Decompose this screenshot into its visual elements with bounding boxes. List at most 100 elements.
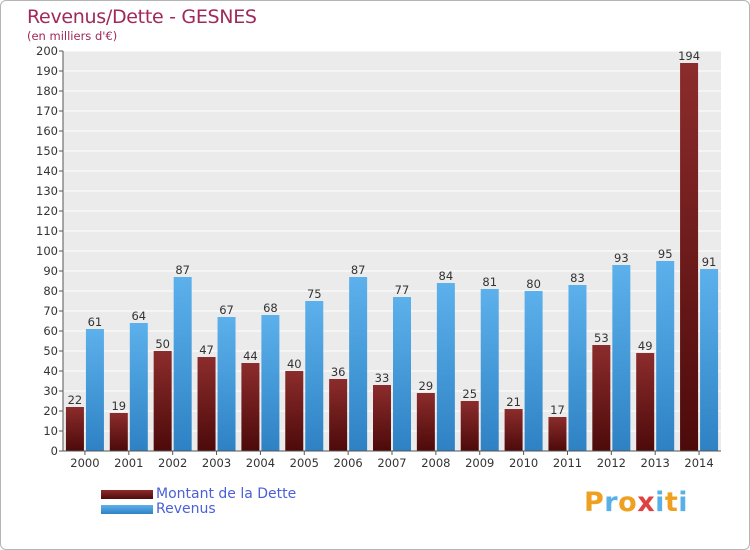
debt-bar bbox=[197, 357, 216, 451]
x-tick-label: 2003 bbox=[202, 456, 231, 470]
x-tick-label: 2004 bbox=[246, 456, 275, 470]
y-tick-label: 50 bbox=[43, 344, 58, 358]
debt-bar bbox=[548, 417, 567, 451]
data-label: 47 bbox=[199, 343, 214, 357]
data-label: 40 bbox=[287, 357, 302, 371]
legend: Montant de la Dette Revenus bbox=[101, 487, 296, 517]
revenue-bar bbox=[305, 301, 324, 451]
y-axis-ticks: 0 10 20 30 40 50 60 70 80 90 100 110 120 130 140 150 160… bbox=[36, 44, 63, 458]
gridlines bbox=[63, 50, 721, 432]
data-label: 49 bbox=[638, 339, 653, 353]
y-tick-label: 0 bbox=[51, 444, 58, 458]
y-tick-label: 20 bbox=[43, 404, 58, 418]
data-label: 19 bbox=[111, 399, 126, 413]
debt-bar bbox=[373, 385, 391, 451]
legend-swatch-revenus bbox=[101, 505, 153, 514]
debt-bar bbox=[109, 413, 128, 451]
data-label: 53 bbox=[594, 331, 609, 345]
logo-letter: i bbox=[678, 487, 689, 518]
data-label: 84 bbox=[439, 269, 454, 283]
revenue-bar bbox=[568, 285, 587, 451]
y-tick-label: 140 bbox=[36, 164, 58, 178]
y-tick-label: 160 bbox=[36, 124, 58, 138]
data-label: 17 bbox=[550, 403, 565, 417]
x-tick-label: 2009 bbox=[465, 456, 494, 470]
logo-letter: t bbox=[664, 487, 679, 518]
y-tick-label: 120 bbox=[36, 204, 58, 218]
x-tick-label: 2001 bbox=[114, 456, 143, 470]
data-label: 22 bbox=[68, 393, 83, 407]
y-tick-label: 60 bbox=[43, 324, 58, 338]
legend-label-debt: Montant de la Dette bbox=[156, 486, 297, 502]
debt-bar bbox=[416, 393, 435, 451]
x-tick-label: 2005 bbox=[290, 456, 319, 470]
data-label: 83 bbox=[570, 271, 585, 285]
debt-bar bbox=[636, 353, 655, 451]
debt-bar bbox=[592, 345, 611, 451]
x-tick-label: 2011 bbox=[553, 456, 582, 470]
chart-subtitle: (en milliers d'€) bbox=[27, 29, 118, 43]
revenue-bar bbox=[524, 291, 543, 451]
debt-bar bbox=[504, 409, 523, 451]
data-label: 87 bbox=[175, 263, 190, 277]
logo-letter: r bbox=[604, 487, 619, 518]
data-label: 81 bbox=[482, 275, 497, 289]
data-label: 25 bbox=[462, 387, 477, 401]
legend-label-revenus: Revenus bbox=[156, 501, 216, 517]
data-label: 50 bbox=[155, 337, 170, 351]
revenue-bar bbox=[349, 277, 368, 451]
revenue-bar bbox=[173, 277, 192, 451]
y-tick-label: 110 bbox=[36, 224, 58, 238]
y-tick-label: 180 bbox=[36, 84, 58, 98]
proxiti-logo: Proxiti bbox=[584, 487, 688, 518]
y-tick-label: 100 bbox=[36, 244, 58, 258]
data-label: 36 bbox=[331, 365, 346, 379]
data-label: 64 bbox=[131, 309, 146, 323]
x-tick-label: 2006 bbox=[333, 456, 362, 470]
x-tick-label: 2014 bbox=[684, 456, 713, 470]
data-label: 68 bbox=[263, 301, 278, 315]
y-tick-label: 170 bbox=[36, 104, 58, 118]
data-label: 44 bbox=[243, 349, 258, 363]
revenue-bar bbox=[393, 297, 411, 451]
debt-bar bbox=[241, 363, 260, 451]
y-tick-label: 80 bbox=[43, 284, 58, 298]
x-tick-label: 2000 bbox=[70, 456, 99, 470]
data-label: 61 bbox=[88, 315, 103, 329]
legend-item-debt: Montant de la Dette bbox=[101, 487, 296, 502]
data-label: 95 bbox=[658, 247, 673, 261]
y-tick-label: 10 bbox=[43, 424, 58, 438]
revenue-bar bbox=[656, 261, 675, 451]
data-label: 75 bbox=[307, 287, 322, 301]
revenue-bar bbox=[700, 269, 719, 451]
x-tick-label: 2012 bbox=[597, 456, 626, 470]
bars bbox=[65, 63, 719, 451]
y-tick-label: 200 bbox=[36, 44, 58, 58]
revenue-bar bbox=[85, 329, 104, 451]
y-tick-label: 150 bbox=[36, 144, 58, 158]
logo-letter: x bbox=[637, 487, 656, 518]
data-label: 33 bbox=[375, 371, 390, 385]
data-labels: 22 61 19 64 50 87 47 67 44 68 40 75 36 87 33 77 29 84 25 81… bbox=[68, 49, 717, 417]
data-label: 29 bbox=[419, 379, 434, 393]
debt-bar bbox=[65, 407, 84, 451]
data-label: 91 bbox=[702, 255, 717, 269]
revenue-bar bbox=[129, 323, 148, 451]
data-label: 87 bbox=[351, 263, 366, 277]
x-tick-label: 2010 bbox=[509, 456, 538, 470]
debt-bar bbox=[329, 379, 348, 451]
data-label: 77 bbox=[395, 283, 410, 297]
y-tick-label: 130 bbox=[36, 184, 58, 198]
chart-title: Revenus/Dette - GESNES bbox=[27, 6, 257, 28]
y-tick-label: 40 bbox=[43, 364, 58, 378]
data-label: 80 bbox=[526, 277, 541, 291]
y-tick-label: 30 bbox=[43, 384, 58, 398]
legend-swatch-debt bbox=[101, 490, 153, 499]
revenue-bar bbox=[480, 289, 499, 451]
data-label: 21 bbox=[506, 395, 521, 409]
y-tick-label: 190 bbox=[36, 64, 58, 78]
revenue-bar bbox=[261, 315, 280, 451]
legend-item-revenus: Revenus bbox=[101, 502, 296, 517]
